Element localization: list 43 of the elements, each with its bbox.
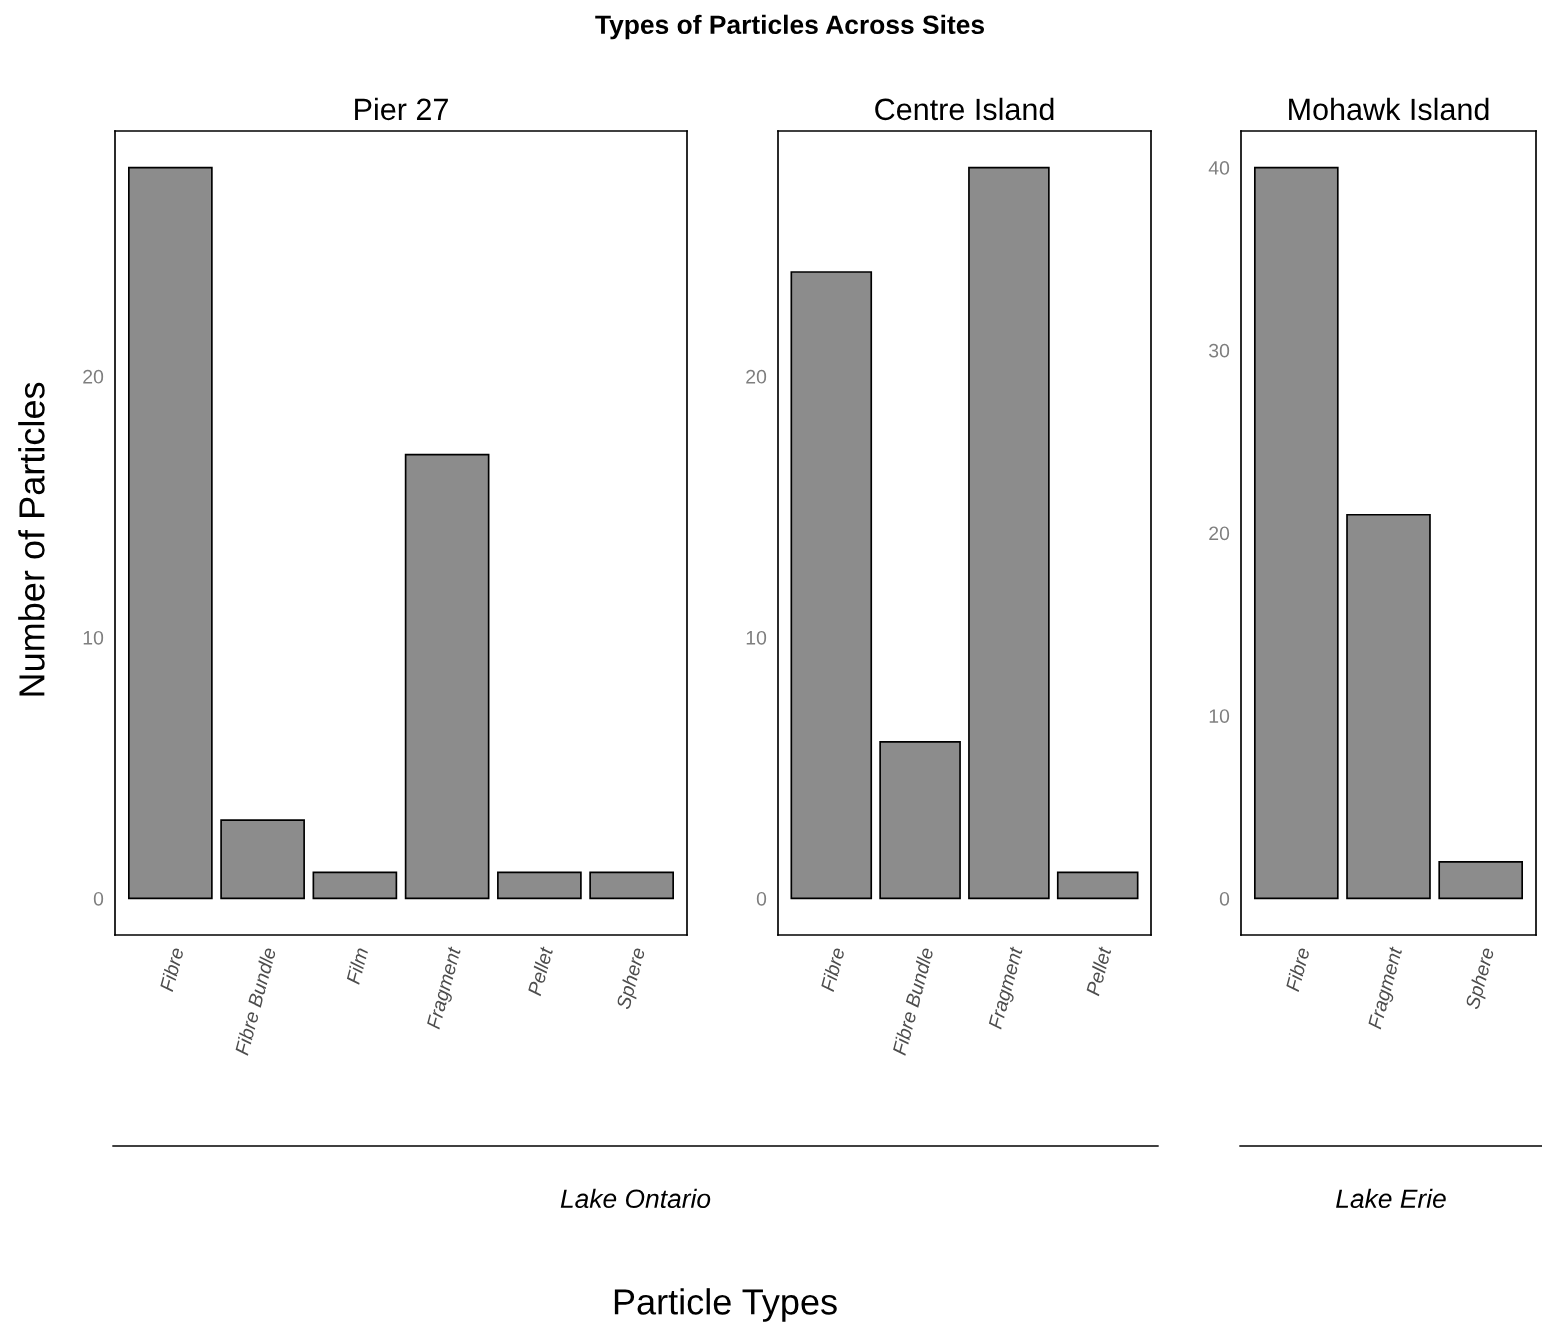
y-tick-label: 30	[1209, 343, 1230, 358]
bar	[220, 819, 305, 900]
chart-title: Mohawk Island	[1289, 97, 1489, 121]
x-tick-label: Sphere	[1464, 946, 1499, 1011]
y-tick-label: 10	[746, 630, 767, 645]
x-tick-label: Fibre	[1285, 946, 1310, 993]
text: Types of Particles Across Sites	[595, 14, 984, 40]
x-tick-label: Fibre Bundle	[891, 946, 934, 1056]
bar	[589, 871, 674, 900]
text: Lake Ontario	[560, 1188, 711, 1209]
y-axis-title: Number of Particles	[18, 382, 45, 696]
x-tick-label: Fragment	[988, 945, 1027, 1031]
x-tick-label: Film	[345, 946, 369, 985]
bar	[1056, 871, 1139, 900]
text: Lake Erie	[1336, 1188, 1446, 1209]
y-tick-label: 0	[756, 891, 767, 906]
x-tick-label: Fibre Bundle	[234, 946, 277, 1056]
chart-title: Centre Island	[875, 97, 1054, 121]
x-tick-label: Pellet	[526, 945, 554, 997]
bar	[128, 166, 213, 900]
bar	[879, 740, 961, 900]
bar	[790, 271, 873, 900]
x-axis-title: Particle Types	[614, 1288, 837, 1322]
y-tick-label: 0	[93, 891, 104, 906]
bar	[497, 871, 582, 900]
y-tick-label: 20	[1209, 526, 1230, 541]
y-tick-label: 10	[1209, 709, 1230, 723]
x-tick-label: Sphere	[615, 946, 649, 1011]
y-tick-label: 40	[1208, 161, 1230, 175]
y-tick-label: 20	[83, 369, 104, 384]
bar	[1346, 513, 1431, 900]
x-tick-label: Fibre	[159, 946, 184, 993]
bar	[312, 871, 398, 900]
x-tick-label: Fibre	[819, 946, 845, 993]
x-tick-label: Pellet	[1085, 945, 1112, 997]
bar	[968, 166, 1050, 900]
bar	[404, 453, 490, 900]
bar	[1253, 166, 1339, 900]
y-tick-label: 20	[746, 369, 767, 384]
bar	[1438, 861, 1524, 900]
y-tick-label: 0	[1219, 891, 1230, 906]
chart-title: Pier 27	[355, 97, 448, 121]
y-tick-label: 10	[83, 630, 104, 645]
